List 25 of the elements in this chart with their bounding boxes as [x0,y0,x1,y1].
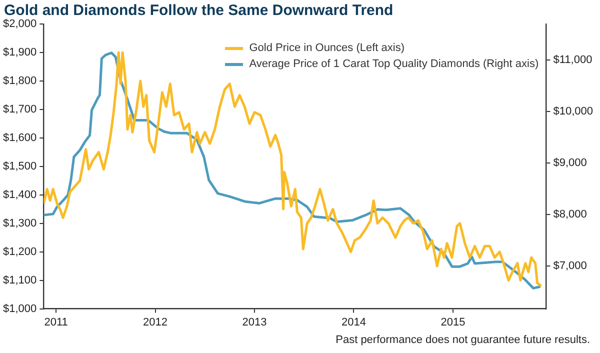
y-tick-label: $1,800 [2,74,37,87]
chart-title: Gold and Diamonds Follow the Same Downward Trend [4,2,394,19]
y-tick-label: $1,000 [2,302,37,315]
x-tick-label: 2013 [242,316,267,328]
y-tick-label: $1,100 [2,274,37,286]
legend-label: Gold Price in Ounces (Left axis) [249,42,405,54]
legend-label: Average Price of 1 Carat Top Quality Diamonds (Right axis) [249,58,539,70]
y-tick-label: $1,700 [2,103,37,116]
y-tick-label: $1,400 [2,188,37,201]
y-tick-label: $1,200 [2,246,37,258]
y-tick-label: $1,900 [2,46,37,59]
x-tick-label: 2012 [143,316,168,328]
x-tick-label: 2015 [440,316,466,328]
x-tick-label: 2011 [44,316,68,328]
y-tick-label: $2,000 [2,18,37,30]
text: Past performance does not guarantee future results. [336,334,590,346]
y-tick-label: $1,600 [2,132,37,144]
y2-tick-label: $7,000 [553,260,587,272]
y-tick-label: $1,500 [2,160,37,172]
y2-tick-label: $9,000 [553,157,587,170]
y2-tick-label: $10,000 [553,106,594,118]
y-tick-label: $1,300 [2,217,37,230]
y2-tick-label: $11,000 [553,54,592,66]
x-tick-label: 2014 [341,316,366,328]
y2-tick-label: $8,000 [553,208,587,221]
